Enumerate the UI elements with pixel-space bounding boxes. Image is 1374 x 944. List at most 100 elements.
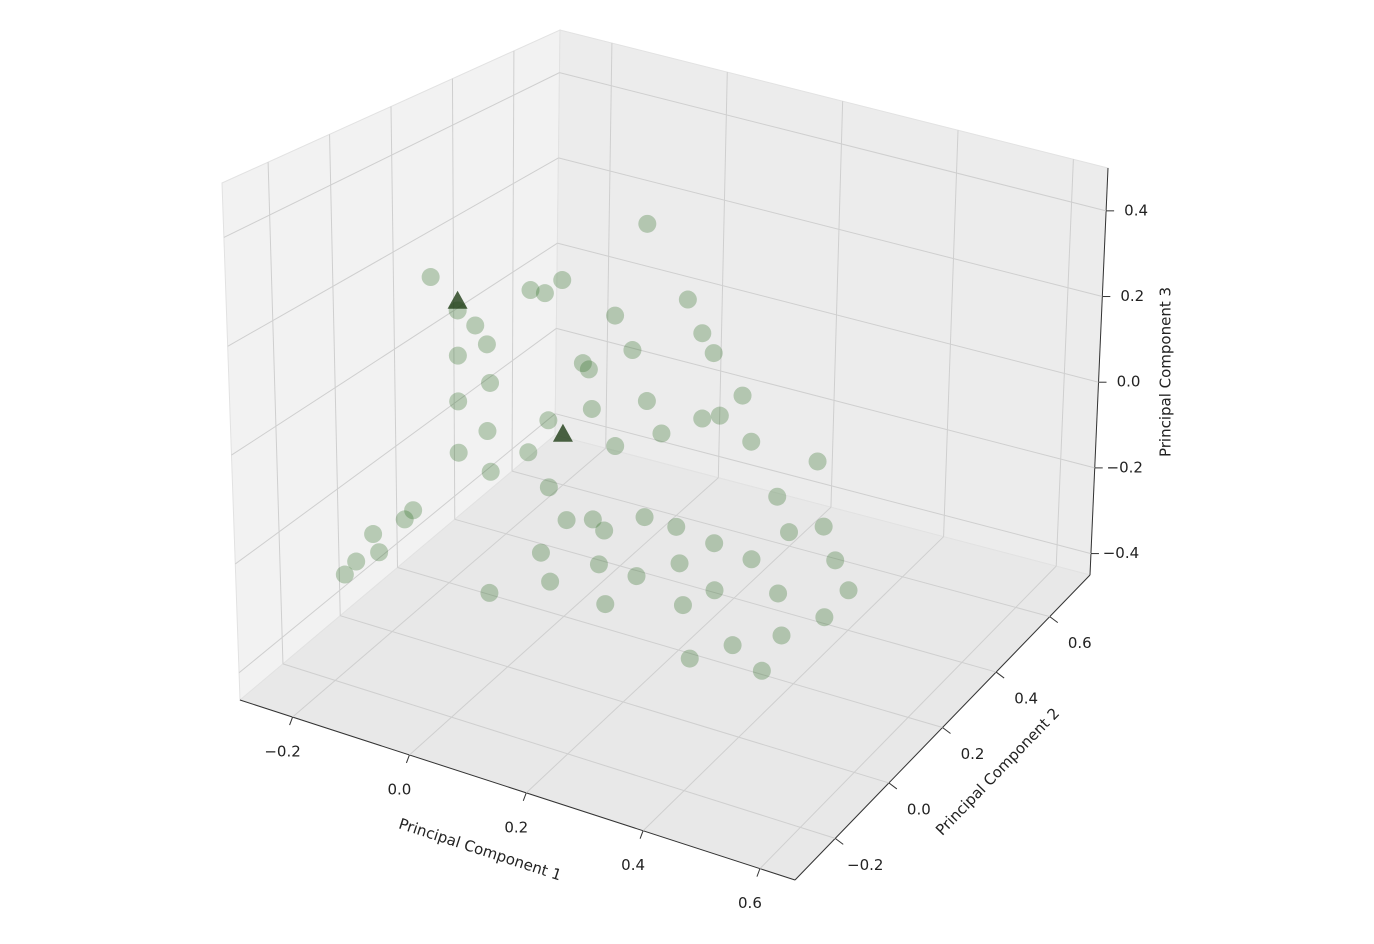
x-tick-label: 0.2 [504, 818, 528, 836]
point [347, 552, 366, 571]
point [370, 543, 389, 562]
point [481, 462, 500, 481]
point [335, 565, 354, 584]
point [519, 443, 538, 462]
point [478, 422, 497, 441]
point [627, 567, 646, 586]
point [808, 452, 827, 471]
point [606, 306, 625, 325]
grid-line [943, 130, 959, 537]
point [769, 584, 788, 603]
grid-line [454, 518, 997, 673]
grid-line [227, 157, 559, 347]
grid-line [390, 106, 398, 568]
point [573, 354, 592, 373]
y-tick-label: −0.2 [847, 856, 883, 874]
grid-line [511, 50, 515, 472]
point [752, 661, 771, 680]
point [579, 360, 598, 379]
point [705, 581, 724, 600]
point [678, 290, 697, 309]
point [553, 271, 572, 290]
y-axis-title: Principal Component 2 [932, 704, 1063, 839]
z-tick-label: 0.2 [1120, 287, 1144, 305]
grid-line [238, 413, 556, 674]
x-tick [289, 716, 294, 726]
y-tick-label: 0.4 [1014, 690, 1038, 708]
x-tick-label: 0.6 [738, 894, 762, 912]
x-tick [522, 792, 527, 802]
point [481, 373, 500, 392]
point [768, 487, 787, 506]
point [780, 523, 799, 542]
point [448, 346, 467, 365]
point [596, 595, 615, 614]
point [635, 508, 654, 527]
point [667, 517, 686, 536]
point [521, 281, 540, 300]
x-tick [639, 830, 644, 839]
y-tick-label: 0.0 [907, 800, 931, 818]
point [539, 411, 558, 430]
triangle-point [552, 423, 573, 442]
point [364, 525, 383, 544]
point [477, 335, 496, 354]
point [421, 268, 440, 287]
x-tick [756, 868, 761, 877]
z-axis-title: Principal Component 3 [1157, 287, 1175, 457]
point [583, 510, 602, 529]
point [839, 581, 858, 600]
point [449, 392, 468, 411]
grid-line [511, 470, 1050, 618]
y-tick-label: 0.6 [1068, 634, 1092, 652]
point [638, 214, 657, 233]
point [595, 521, 614, 540]
point [670, 554, 689, 573]
y-tick [942, 727, 951, 734]
z-axis-line [1089, 167, 1109, 576]
point [637, 392, 656, 411]
point [541, 572, 560, 591]
point [693, 409, 712, 428]
point [710, 406, 729, 425]
grid-line [234, 328, 557, 565]
point [693, 324, 712, 343]
grid-line [605, 43, 613, 449]
grid-line [340, 615, 890, 784]
x-axis-title: Principal Component 1 [396, 815, 563, 885]
point [535, 284, 554, 303]
grid-line [559, 72, 1107, 212]
y-tick-label: 0.2 [961, 745, 985, 763]
point [652, 424, 671, 443]
point [395, 510, 414, 529]
y-tick [995, 671, 1005, 679]
point [449, 443, 468, 462]
grid-line [557, 242, 1099, 383]
point [733, 386, 752, 405]
grid-line [717, 72, 728, 478]
y-tick [834, 838, 844, 845]
point [404, 501, 423, 520]
x-axis-line [239, 699, 796, 881]
z-tick-label: −0.2 [1107, 458, 1143, 476]
point [531, 543, 550, 562]
point [742, 432, 761, 451]
point [582, 399, 601, 418]
x-tick-label: 0.0 [387, 780, 411, 798]
point [673, 596, 692, 615]
triangle-point [447, 290, 468, 309]
point [557, 511, 576, 530]
x-tick [405, 754, 410, 764]
y-tick [1049, 616, 1059, 623]
x-tick-label: −0.2 [264, 743, 300, 761]
point [680, 649, 699, 668]
grid-line [556, 327, 1095, 469]
grid-line [1055, 159, 1074, 567]
z-tick-label: 0.4 [1124, 201, 1148, 219]
point [826, 551, 845, 570]
y-tick [888, 782, 898, 790]
point [705, 534, 724, 553]
grid-line [231, 242, 558, 456]
grid-line [558, 157, 1103, 298]
